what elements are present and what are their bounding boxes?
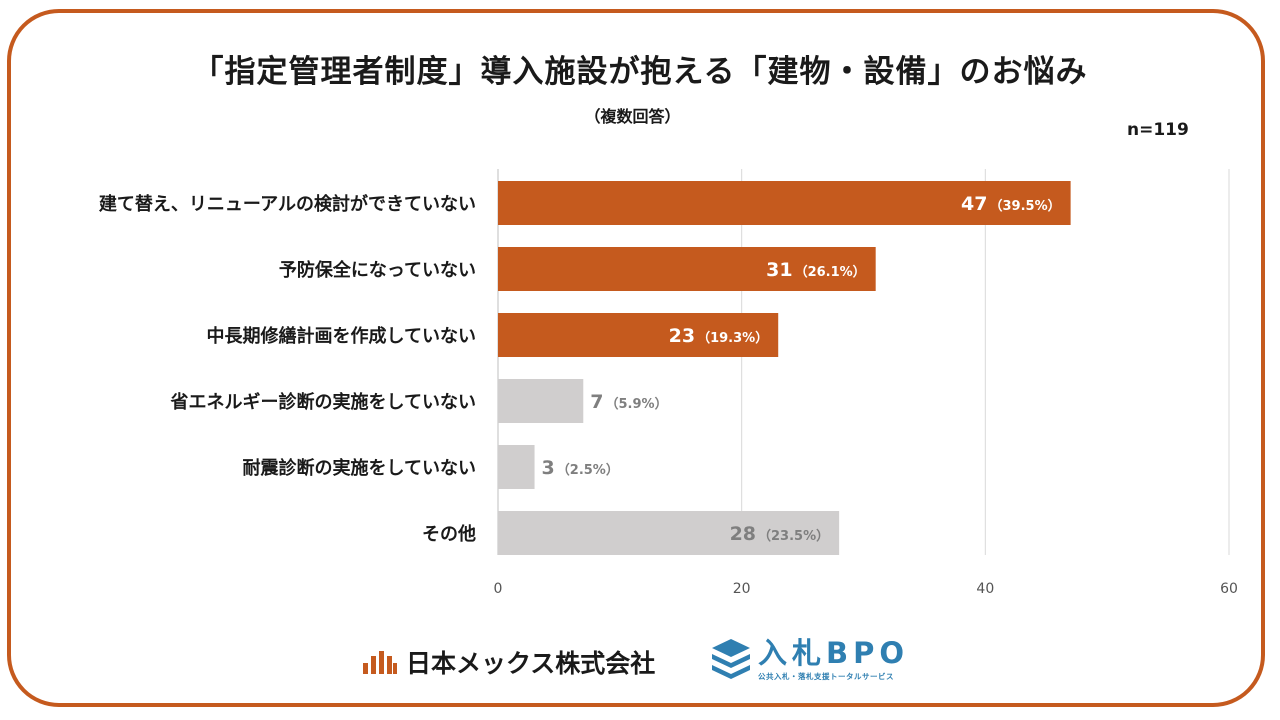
category-label: 中長期修繕計画を作成していない	[207, 325, 476, 347]
sample-size: n=119	[1127, 120, 1189, 140]
chart-title: 「指定管理者制度」導入施設が抱える「建物・設備」のお悩み	[192, 54, 1088, 90]
value-label: 7	[590, 391, 603, 413]
x-tick-label: 20	[733, 581, 751, 597]
bar	[498, 181, 1071, 225]
category-label: 建て替え、リニューアルの検討ができていない	[99, 193, 476, 215]
bar	[498, 313, 779, 357]
service-tagline: 公共入札・落札支援トータルサービス	[758, 671, 894, 681]
data-label: 47 （39.5%）	[961, 193, 1061, 215]
percent-label: （39.5%）	[990, 198, 1061, 214]
data-label: 3 （2.5%）	[542, 457, 619, 479]
rounded-frame	[7, 9, 1265, 707]
x-tick-label: 60	[1220, 581, 1238, 597]
percent-label: （2.5%）	[557, 462, 619, 478]
data-label: 31 （26.1%）	[766, 259, 866, 281]
stacked-layers-icon	[712, 639, 750, 679]
data-label: 23 （19.3%）	[669, 325, 769, 347]
bar-arch-icon	[363, 651, 397, 674]
bar	[498, 379, 584, 423]
service-name: 入札BPO	[758, 635, 910, 670]
value-label: 28	[730, 523, 756, 545]
category-label: 予防保全になっていない	[279, 259, 476, 281]
percent-label: （26.1%）	[795, 264, 866, 280]
x-tick-label: 0	[494, 581, 503, 597]
company-name: 日本メックス株式会社	[406, 649, 656, 678]
chart-subtitle: （複数回答）	[584, 107, 681, 126]
percent-label: （19.3%）	[697, 330, 768, 346]
bar	[498, 511, 840, 555]
bar	[498, 445, 535, 489]
company-logo: 日本メックス株式会社	[362, 644, 655, 680]
percent-label: （23.5%）	[758, 528, 829, 544]
data-label: 7 （5.9%）	[590, 391, 667, 413]
category-label: その他	[422, 523, 476, 545]
value-label: 23	[669, 325, 695, 347]
category-label: 省エネルギー診断の実施をしていない	[170, 391, 476, 413]
percent-label: （5.9%）	[606, 396, 668, 412]
x-tick-label: 40	[976, 581, 994, 597]
value-label: 3	[542, 457, 555, 479]
bar-chart: 0 20 40 60 建て替え、リニューアルの検討ができていない 47 （39.5%） 予防保…	[99, 169, 1238, 597]
data-label: 28 （23.5%）	[730, 523, 830, 545]
value-label: 31	[766, 259, 792, 281]
value-label: 47	[961, 193, 987, 215]
category-label: 耐震診断の実施をしていない	[243, 457, 476, 479]
bar	[498, 247, 876, 291]
service-logo: 入札BPO 公共入札・落札支援トータルサービス	[710, 634, 909, 684]
